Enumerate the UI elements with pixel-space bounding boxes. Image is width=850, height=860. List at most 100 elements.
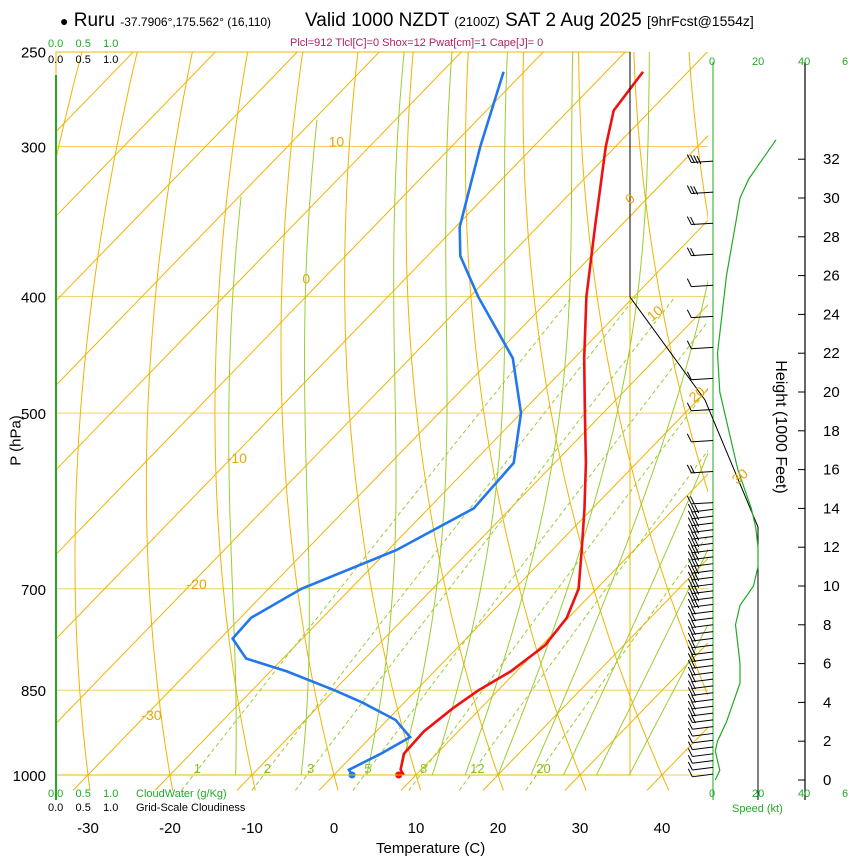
wind-barb-feather xyxy=(691,531,696,540)
wind-barb-feather xyxy=(690,496,695,505)
wind-barb-feather xyxy=(686,278,692,287)
wind-barb xyxy=(691,253,714,257)
title-station: ● Ruru -37.7906°,175.562° (16,110) xyxy=(60,10,271,32)
wind-barb-feather xyxy=(686,185,692,194)
wind-barb-feather xyxy=(687,625,693,635)
dry-adiabat-line xyxy=(633,52,708,494)
tick: 40 xyxy=(798,788,811,800)
wind-barb-feather xyxy=(687,727,693,737)
wind-barb-feather xyxy=(687,605,693,615)
x-tick-label: -10 xyxy=(241,820,263,837)
moist-adiabat-line xyxy=(464,52,574,776)
moist-adiabat-line xyxy=(431,52,508,776)
dry-adiabat-line xyxy=(578,52,708,697)
isotherm-line xyxy=(56,52,380,386)
wind-barb-feather xyxy=(691,653,696,663)
isotherm-line xyxy=(400,473,708,791)
height-tick-label: 12 xyxy=(823,539,840,556)
wind-barb-feather xyxy=(687,693,693,703)
dry-adiabat-line xyxy=(688,52,708,220)
wind-barb-feather xyxy=(687,564,693,574)
wind-barb xyxy=(692,508,714,513)
wind-barb xyxy=(692,529,714,533)
wind-barb xyxy=(691,440,714,443)
y-axis-label: P (hPa) xyxy=(7,415,25,466)
pressure-tick-label: 850 xyxy=(21,683,46,700)
pressure-tick-label: 300 xyxy=(21,139,46,156)
moist-adiabat-line xyxy=(300,119,318,776)
wind-barb-feather xyxy=(686,464,692,474)
mixing-ratio-line xyxy=(181,296,573,791)
station-location: -37.7906°,175.562° (16,110) xyxy=(120,15,272,29)
panel-connector xyxy=(629,296,759,800)
wind-barb-feather xyxy=(691,714,696,724)
wind-barb-feather xyxy=(691,585,696,595)
isotherm-line xyxy=(56,52,626,640)
wind-barb-feather xyxy=(691,680,696,690)
isotherm-line xyxy=(56,52,298,302)
wind-barb xyxy=(692,692,714,696)
wind-barb-feather xyxy=(691,599,696,608)
wind-barb xyxy=(691,160,714,163)
utc-time: (2100Z) xyxy=(454,14,500,29)
wind-barb xyxy=(692,631,714,635)
height-tick-label: 28 xyxy=(823,229,840,246)
wind-barb-feather xyxy=(691,612,696,622)
tick: 6 xyxy=(842,56,849,68)
wind-barb-feather xyxy=(694,525,700,534)
mixing-ratio-label: 3 xyxy=(307,761,314,776)
station-name: Ruru xyxy=(73,10,115,31)
forecast-info: [9hrFcst@1554z] xyxy=(647,13,754,29)
wind-barb xyxy=(692,719,714,723)
wind-barb xyxy=(692,658,714,662)
wind-barb-feather xyxy=(694,559,700,568)
isotherm-label: 0 xyxy=(302,270,310,286)
wind-barb-feather xyxy=(691,633,696,642)
wind-barb-feather xyxy=(687,598,693,608)
x-tick-label: -30 xyxy=(77,820,99,837)
height-tick-label: 26 xyxy=(823,268,840,285)
height-tick-label: 8 xyxy=(823,617,831,634)
wind-barb xyxy=(692,671,714,676)
wind-barb xyxy=(691,377,714,381)
wind-barb-feather xyxy=(693,186,699,195)
wind-barb xyxy=(691,502,714,505)
wind-barb-feather xyxy=(694,552,700,561)
x-tick-label: 30 xyxy=(572,820,589,837)
x-tick-label: 0 xyxy=(330,820,338,837)
wind-barb-feather xyxy=(691,701,696,710)
wind-barb-feather xyxy=(691,674,696,683)
dry-adiabat-line xyxy=(214,52,256,791)
wind-barb-feather xyxy=(691,707,696,717)
pressure-tick-label: 400 xyxy=(21,290,46,307)
tick: 0.5 xyxy=(75,802,91,814)
dry-adiabat-line xyxy=(405,52,504,791)
wind-barb xyxy=(692,583,714,588)
wind-barb xyxy=(692,746,714,751)
wind-barb xyxy=(692,651,714,656)
wind-barb xyxy=(692,556,714,561)
isotherm-label: -30 xyxy=(141,707,161,723)
dry-adiabat-line xyxy=(74,52,138,791)
wind-barb-feather xyxy=(687,707,693,716)
height-tick-label: 20 xyxy=(823,384,840,401)
wind-barb-feather xyxy=(687,544,693,553)
wind-barb xyxy=(692,542,714,547)
tick: 0.5 xyxy=(75,38,91,50)
wind-barb xyxy=(691,191,714,195)
dry-adiabat-line xyxy=(522,52,670,791)
wind-barb-feather xyxy=(691,619,696,629)
isotherm-label: -20 xyxy=(187,576,207,592)
skewt-grid xyxy=(56,52,708,791)
wind-barb-feather xyxy=(687,632,693,642)
wind-barb xyxy=(692,678,714,683)
wind-barb-feather xyxy=(691,660,696,669)
wind-barb-feather xyxy=(691,565,696,574)
wind-barb-feather xyxy=(687,530,693,540)
tick: 20 xyxy=(752,56,765,68)
x-tick-label: 10 xyxy=(408,820,425,837)
wind-barb xyxy=(692,698,714,703)
wind-barb-feather xyxy=(691,646,696,656)
tick: 20 xyxy=(752,788,765,800)
wind-barb xyxy=(691,408,714,412)
